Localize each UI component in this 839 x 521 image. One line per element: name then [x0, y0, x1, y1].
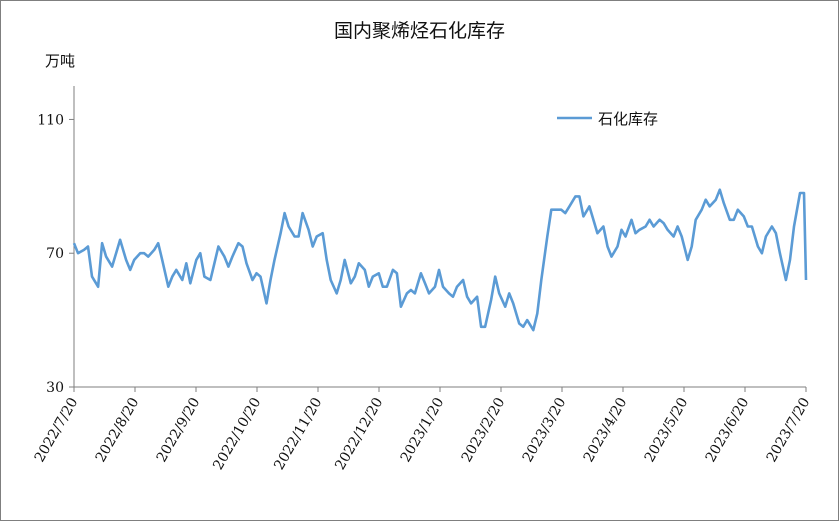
plot-area	[72, 188, 808, 332]
x-tick-label: 2022/12/20	[332, 395, 386, 473]
series-line	[72, 188, 808, 332]
y-tick-label: 70	[46, 246, 64, 262]
x-tick-label: 2023/4/20	[581, 395, 631, 465]
y-axis-unit-label: 万吨	[45, 52, 76, 70]
x-tick-label: 2022/7/20	[32, 395, 82, 465]
x-tick-label: 2022/9/20	[154, 395, 204, 465]
x-tick-label: 2023/7/20	[764, 395, 814, 465]
x-tick-label: 2022/8/20	[93, 395, 143, 465]
legend-label: 石化库存	[598, 110, 658, 128]
x-tick-label: 2022/10/20	[210, 395, 264, 473]
chart-title: 国内聚烯烃石化库存	[333, 20, 505, 42]
x-tick-label: 2023/3/20	[520, 395, 570, 465]
legend: 石化库存	[557, 110, 658, 128]
x-tick-label: 2023/5/20	[642, 395, 692, 465]
x-tick-label: 2022/11/20	[271, 395, 325, 473]
x-ticks: 2022/7/20 2022/8/20 2022/9/20 2022/10/20 202…	[32, 387, 814, 473]
y-tick-label: 110	[37, 112, 64, 128]
x-tick-label: 2023/6/20	[703, 395, 753, 465]
x-tick-label: 2023/2/20	[459, 395, 509, 465]
x-tick-label: 2023/1/20	[398, 395, 448, 465]
y-ticks: 30 70 110	[37, 112, 74, 396]
y-tick-label: 30	[46, 380, 64, 396]
axes	[73, 86, 806, 388]
